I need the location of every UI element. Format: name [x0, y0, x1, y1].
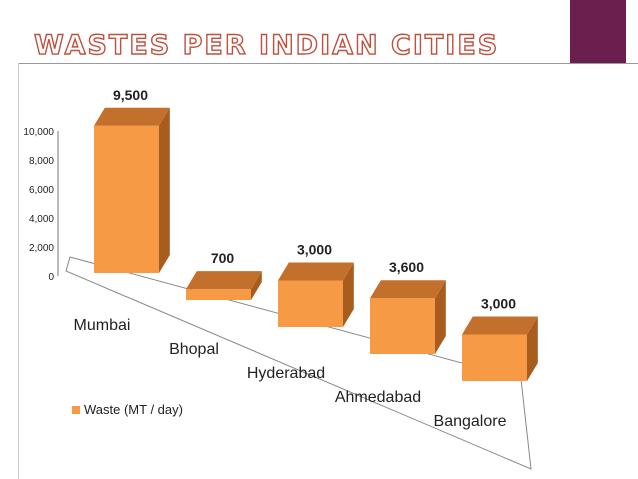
bar-side-face — [435, 280, 446, 354]
bar-bhopal — [186, 271, 262, 300]
bar-side-face — [251, 271, 262, 300]
data-label: 3,600 — [389, 259, 424, 275]
y-tick-label: 6,000 — [29, 185, 54, 196]
bar-ahmedabad — [370, 280, 446, 354]
category-label: Ahmedabad — [335, 389, 421, 406]
bar-front-face — [462, 334, 527, 381]
category-label: Hyderabad — [247, 365, 325, 382]
bar-top-face — [462, 316, 538, 335]
y-tick-label: 10,000 — [23, 127, 54, 138]
data-label: 700 — [211, 250, 235, 266]
y-tick-label: 0 — [48, 272, 54, 283]
data-label: 9,500 — [113, 87, 148, 103]
bar-top-face — [186, 271, 262, 290]
bar-top-face — [94, 107, 170, 126]
bar-bangalore — [462, 316, 538, 381]
corner-accent-block — [570, 0, 626, 64]
legend-label: Waste (MT / day) — [84, 402, 183, 417]
left-frame-line — [18, 63, 19, 479]
y-tick-label: 8,000 — [29, 156, 54, 167]
data-label: 3,000 — [297, 242, 332, 258]
bar-hyderabad — [278, 262, 354, 327]
data-label: 3,000 — [481, 296, 516, 312]
bar-front-face — [370, 298, 435, 354]
y-tick-label: 4,000 — [29, 214, 54, 225]
bar-top-face — [278, 262, 354, 281]
bar-front-face — [94, 125, 159, 273]
bar-front-face — [278, 280, 343, 327]
category-label: Mumbai — [74, 317, 131, 334]
category-label: Bhopal — [169, 341, 219, 358]
bar-side-face — [527, 316, 538, 381]
title-divider — [18, 63, 638, 64]
slide-title: WASTES PER INDIAN CITIES — [33, 29, 500, 61]
legend-swatch — [72, 406, 80, 414]
bar-mumbai — [94, 107, 170, 273]
bar-front-face — [186, 289, 251, 300]
category-label: Bangalore — [434, 413, 507, 430]
bar-side-face — [159, 107, 170, 273]
y-tick-label: 2,000 — [29, 243, 54, 254]
bar-side-face — [343, 262, 354, 327]
bar-top-face — [370, 280, 446, 299]
